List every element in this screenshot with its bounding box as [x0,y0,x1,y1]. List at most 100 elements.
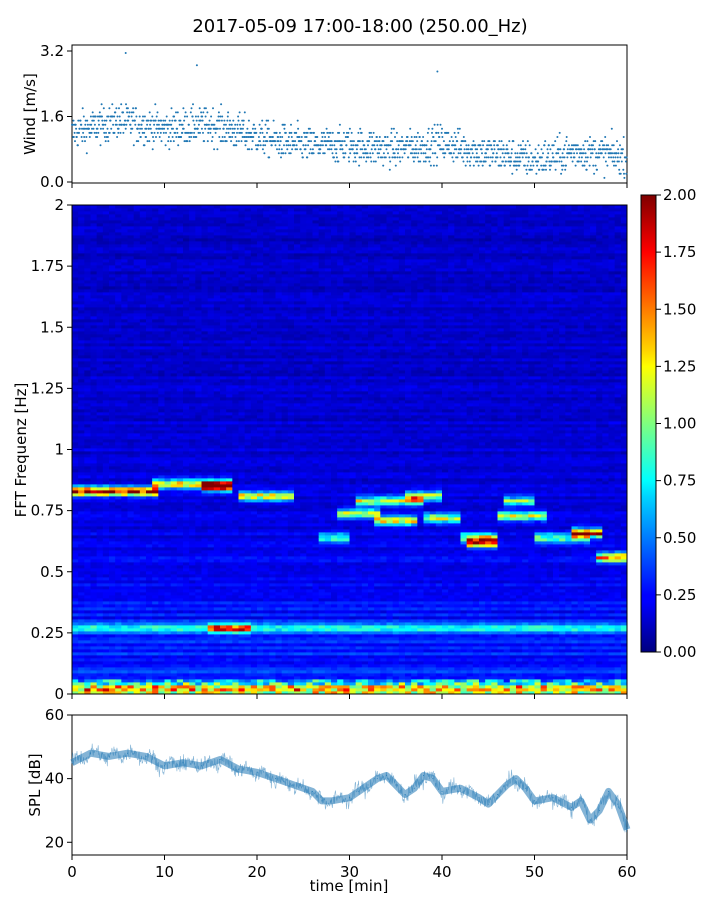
spectrogram-cell [201,667,209,671]
spectrogram-cell [170,307,178,311]
spectrogram-cell [170,352,178,356]
spectrogram-cell [139,487,147,491]
spectrogram-cell [72,268,79,272]
spectrogram-cell [133,634,141,638]
spectrogram-cell [164,499,172,503]
spectrogram-cell [84,247,91,251]
spectrogram-cell [127,289,135,293]
spectrogram-cell [78,652,85,656]
spectrogram-cell [146,589,153,593]
spectrogram-cell [164,274,172,278]
spectrogram-cell [96,475,104,479]
spectrogram-cell [127,283,135,287]
spectrogram-cell [133,628,141,632]
spectrogram-cell [164,658,172,662]
wind-point [198,107,201,110]
spectrogram-cell [189,406,196,410]
wind-point [515,156,517,159]
wind-point [88,136,91,138]
spectrogram-cell [195,310,202,314]
spectrogram-cell [158,433,165,437]
wind-point [216,148,219,151]
spectrogram-cell [109,682,116,686]
spectrogram-cell [189,505,196,509]
spectrogram-cell [176,436,184,440]
spectrogram-cell [72,298,79,302]
wind-point [526,172,529,175]
spectrogram-cell [96,208,104,212]
spectrogram-cell [96,400,104,404]
wind-point [625,156,628,159]
spectrogram-cell [109,358,116,362]
wind-point [598,156,601,159]
spectrogram-cell [164,316,172,320]
spectrogram-cell [72,253,79,257]
spectrogram-cell [146,223,153,227]
wind-point [442,152,445,155]
wind-point [309,148,312,151]
spectrogram-cell [139,448,147,452]
spectrogram-cell [189,400,196,404]
spectrogram-cell [152,655,159,659]
spectrogram-cell [170,271,178,275]
spectrogram-cell [158,304,165,308]
wind-point [213,148,216,151]
spectrogram-cell [78,592,85,596]
spectrogram-cell [152,355,159,359]
wind-point [294,140,297,143]
spectrogram-cell [127,415,135,419]
spectrogram-cell [158,220,165,224]
spectrogram-cell [121,253,128,257]
spectrogram-cell [146,310,153,314]
spectrogram-cell [127,217,135,221]
spectrogram-cell [170,661,178,665]
spectrogram-cell [84,364,91,368]
wind-point [98,111,101,114]
spectrogram-cell [164,442,172,446]
wind-point [213,123,216,126]
spectrogram-cell [195,220,202,224]
wind-point [229,119,231,122]
spectrogram-cell [115,214,122,218]
spectrogram-cell [84,601,91,605]
spectrogram-cell [121,568,128,572]
spectrogram-cell [115,529,122,533]
spectrogram-cell [127,532,135,536]
spectrogram-cell [183,343,190,347]
spectrogram-cell [183,457,190,461]
spectrogram-cell [109,523,116,527]
spectrogram-cell [109,457,116,461]
spectrogram-cell [72,676,79,680]
wind-point [442,140,445,143]
wind-point [588,164,591,167]
spectrogram-cell [84,292,91,296]
spectrogram-cell [139,412,147,416]
spectrogram-cell [115,355,122,359]
wind-point [132,111,135,114]
wind-point [176,111,179,114]
spectrogram-cell [127,661,135,665]
spectrogram-cell [109,544,116,548]
wind-point [200,127,203,130]
wind-point [447,131,450,134]
spectrogram-cell [139,379,147,383]
wind-point [288,131,291,134]
spectrogram-cell [152,418,159,422]
spectrogram-cell [115,400,122,404]
wind-point [159,131,162,134]
wind-point [270,144,273,147]
spectrogram-cell [109,529,116,533]
spectrogram-cell [121,259,128,263]
spectrogram-cell [146,673,153,677]
spectrogram-cell [170,568,178,572]
spectrogram-cell [152,298,159,302]
spectrogram-cell [133,538,141,542]
spectrogram-cell [127,301,135,305]
wind-point [352,140,355,143]
spectrogram-cell [133,379,141,383]
spectrogram-cell [115,283,122,287]
spectrogram-cell [189,334,196,338]
spectrogram-cell [139,523,147,527]
spectrogram-cell [146,403,153,407]
spectrogram-cell [146,688,153,692]
